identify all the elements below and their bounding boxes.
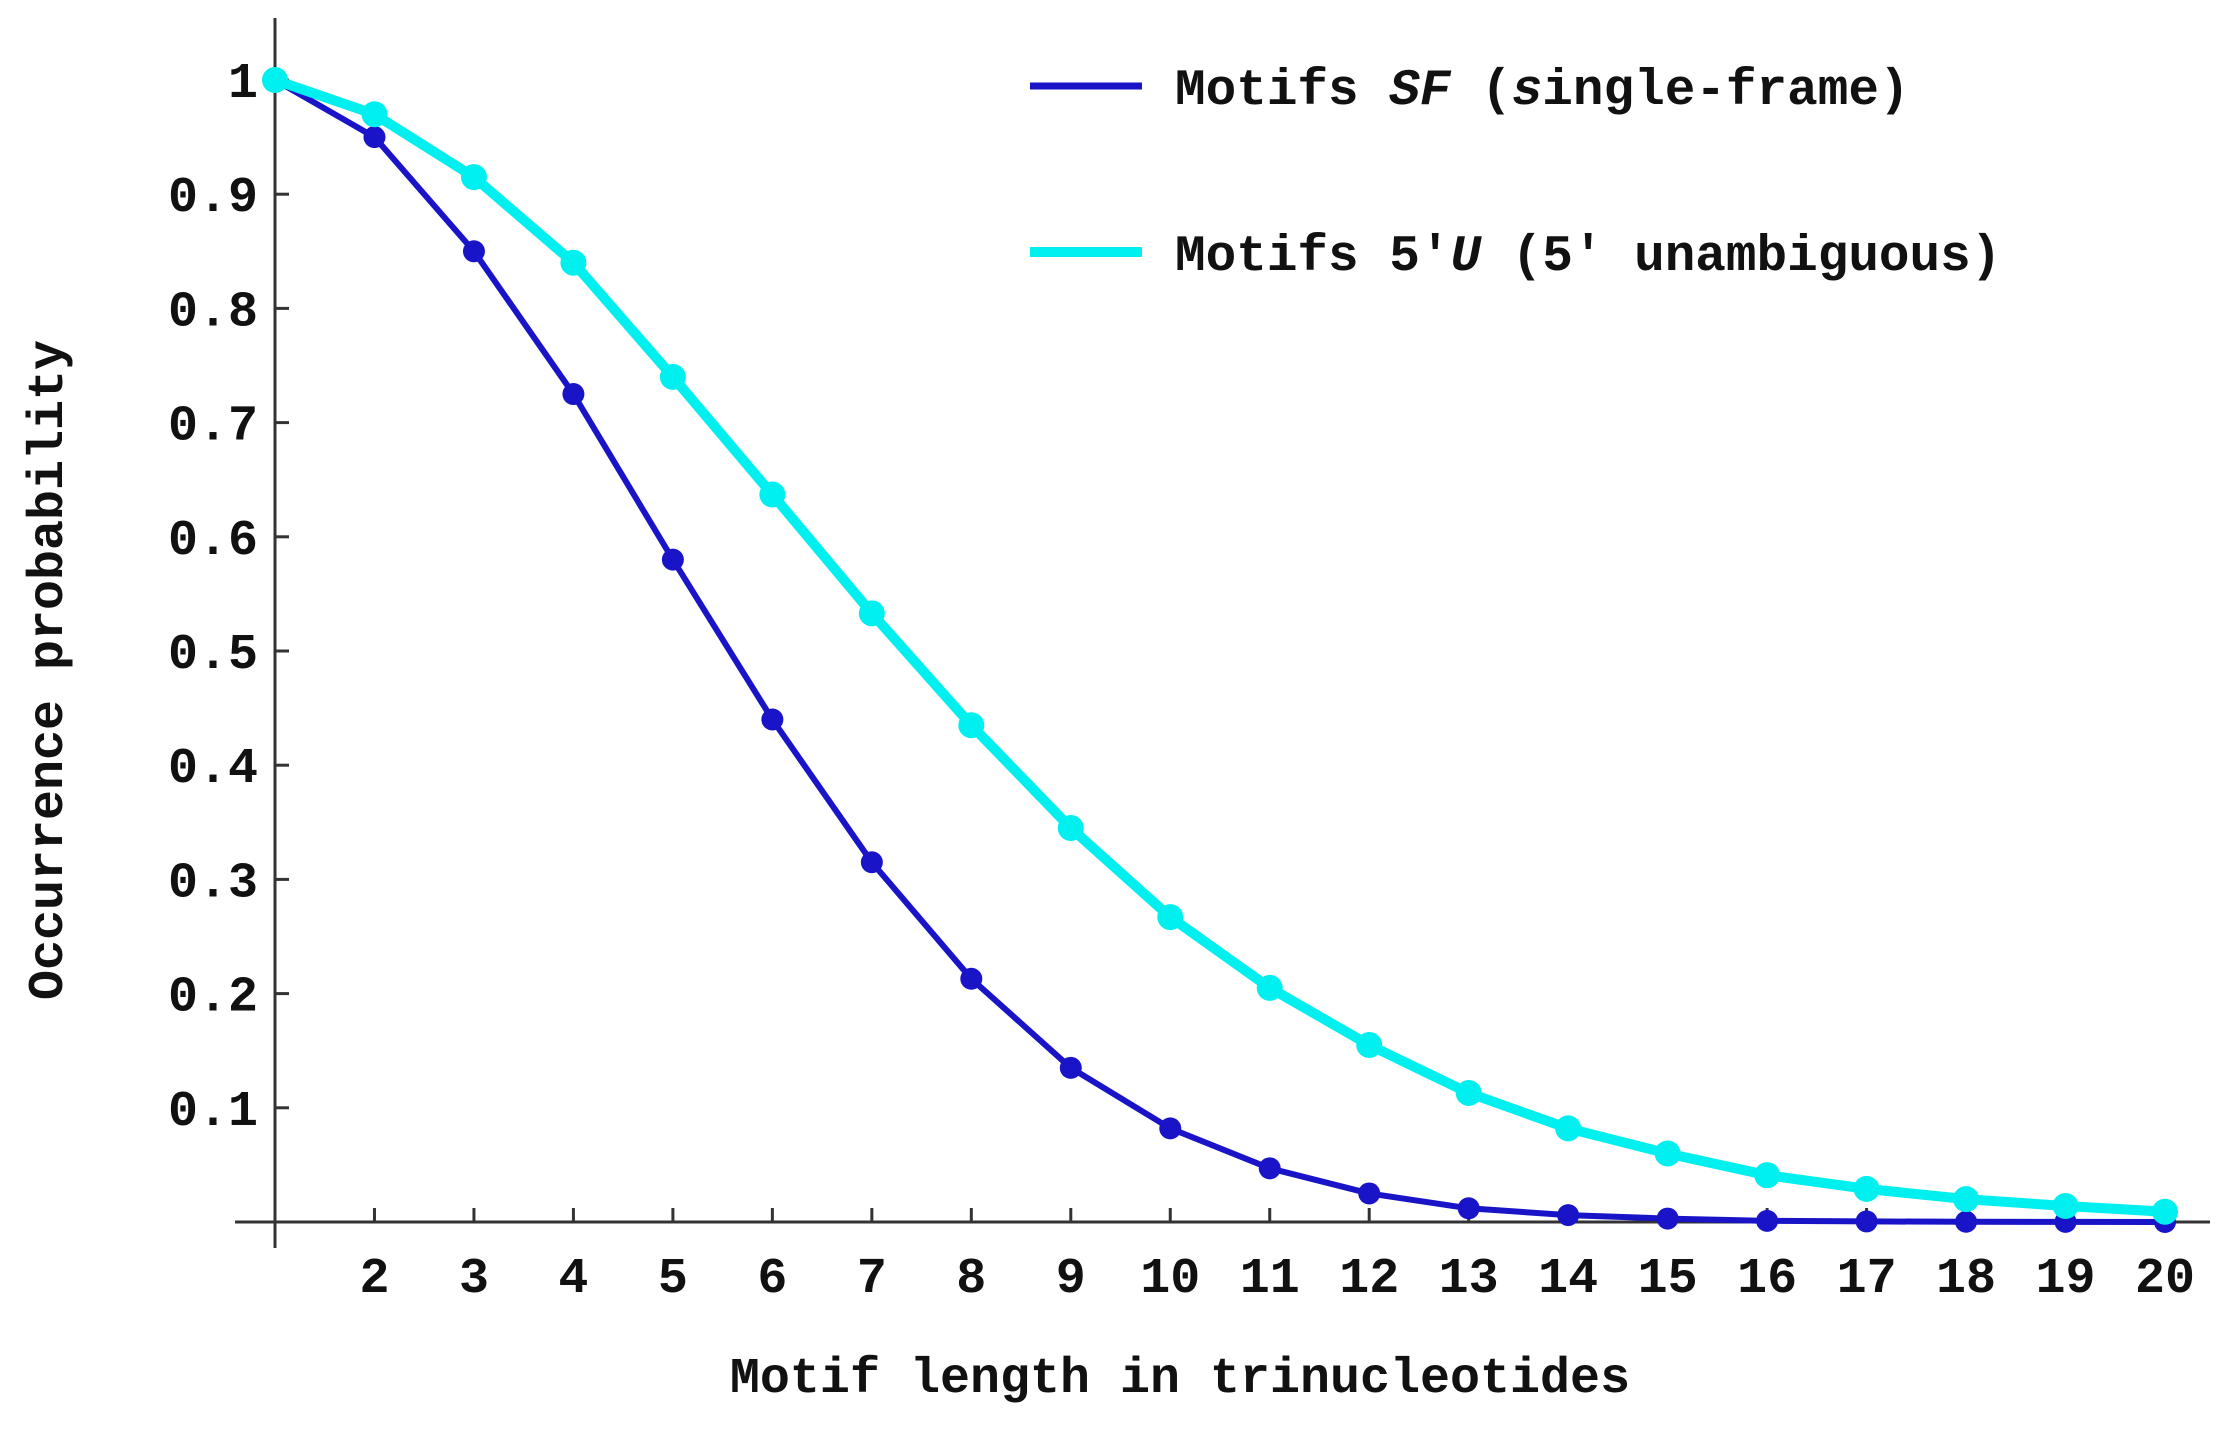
x-tick-label: 4 xyxy=(558,1251,588,1308)
data-point xyxy=(560,249,587,276)
x-tick-label: 14 xyxy=(1538,1251,1598,1308)
data-point xyxy=(1057,815,1084,842)
data-point xyxy=(1555,1115,1582,1142)
data-point xyxy=(858,600,885,627)
legend-item: Motifs SF (single-frame) xyxy=(1030,63,1910,120)
data-point xyxy=(1656,1207,1679,1230)
data-point xyxy=(361,101,388,128)
data-point xyxy=(1059,1056,1082,1079)
x-tick-label: 11 xyxy=(1240,1251,1300,1308)
data-point xyxy=(1756,1209,1779,1232)
y-tick-label: 0.8 xyxy=(168,284,258,341)
x-tick-label: 9 xyxy=(1056,1251,1086,1308)
legend-label: Motifs SF (single-frame) xyxy=(1175,63,1910,120)
legend-label: Motifs 5'U (5' unambiguous) xyxy=(1175,229,2001,286)
data-point xyxy=(1953,1186,1980,1213)
x-tick-label: 5 xyxy=(658,1251,688,1308)
y-tick-label: 0.9 xyxy=(168,170,258,227)
data-point xyxy=(661,548,684,571)
data-point xyxy=(960,967,983,990)
data-point xyxy=(1557,1204,1580,1227)
legend: Motifs SF (single-frame) Motifs 5'U (5' u… xyxy=(1030,63,2001,286)
y-tick-label: 0.6 xyxy=(168,513,258,570)
y-tick-label: 0.1 xyxy=(168,1084,258,1141)
x-tick-label: 13 xyxy=(1439,1251,1499,1308)
data-point xyxy=(1159,1117,1182,1140)
data-point xyxy=(1853,1175,1880,1202)
x-tick-label: 3 xyxy=(459,1251,489,1308)
y-tick-label: 0.2 xyxy=(168,970,258,1027)
data-point xyxy=(460,164,487,191)
y-tick-label: 0.7 xyxy=(168,399,258,456)
data-point xyxy=(860,851,883,874)
data-point xyxy=(1955,1210,1978,1233)
data-point xyxy=(1455,1079,1482,1106)
x-tick-label: 7 xyxy=(857,1251,887,1308)
x-tick-label: 19 xyxy=(2036,1251,2096,1308)
x-tick-label: 15 xyxy=(1638,1251,1698,1308)
data-point xyxy=(1855,1210,1878,1233)
y-axis-title: Occurrence probability xyxy=(21,340,78,1000)
x-tick-label: 12 xyxy=(1339,1251,1399,1308)
data-point xyxy=(2052,1193,2079,1220)
data-point xyxy=(1356,1031,1383,1058)
x-tick-label: 16 xyxy=(1737,1251,1797,1308)
y-tick-label: 0.5 xyxy=(168,627,258,684)
data-point xyxy=(562,383,585,406)
data-point xyxy=(1258,1157,1281,1180)
data-point xyxy=(761,708,784,731)
data-point xyxy=(1457,1197,1480,1220)
x-tick-label: 6 xyxy=(757,1251,787,1308)
x-axis-title: Motif length in trinucleotides xyxy=(730,1351,1630,1408)
data-point xyxy=(2152,1198,2178,1225)
data-point xyxy=(1654,1140,1681,1167)
x-tick-label: 8 xyxy=(956,1251,986,1308)
data-point xyxy=(1358,1182,1381,1205)
legend-item: Motifs 5'U (5' unambiguous) xyxy=(1030,229,2001,286)
x-tick-label: 20 xyxy=(2135,1251,2195,1308)
series-5u xyxy=(262,67,2178,1225)
series-line xyxy=(273,75,2166,1217)
series-sf xyxy=(264,69,2176,1233)
data-point xyxy=(1157,904,1184,931)
data-point xyxy=(462,240,485,263)
axes: 2 3 4 5 6 7 8 9 10 11 12 13 14 15 16 17 18 19 20 0.1 0.2 0.3 0… xyxy=(168,18,2210,1308)
data-point xyxy=(759,481,786,508)
data-point xyxy=(1754,1162,1781,1189)
y-tick-label: 0.3 xyxy=(168,855,258,912)
data-point xyxy=(659,363,686,390)
x-tick-label: 2 xyxy=(359,1251,389,1308)
data-point xyxy=(363,126,386,149)
x-tick-label: 18 xyxy=(1936,1251,1996,1308)
data-point xyxy=(958,712,985,739)
data-point xyxy=(1256,974,1283,1001)
y-tick-label: 1 xyxy=(228,56,258,113)
y-tick-label: 0.4 xyxy=(168,741,258,798)
series-line xyxy=(273,77,2166,1225)
x-tick-label: 17 xyxy=(1837,1251,1897,1308)
data-point xyxy=(262,67,288,93)
series-layer xyxy=(262,67,2178,1233)
x-tick-label: 10 xyxy=(1140,1251,1200,1308)
